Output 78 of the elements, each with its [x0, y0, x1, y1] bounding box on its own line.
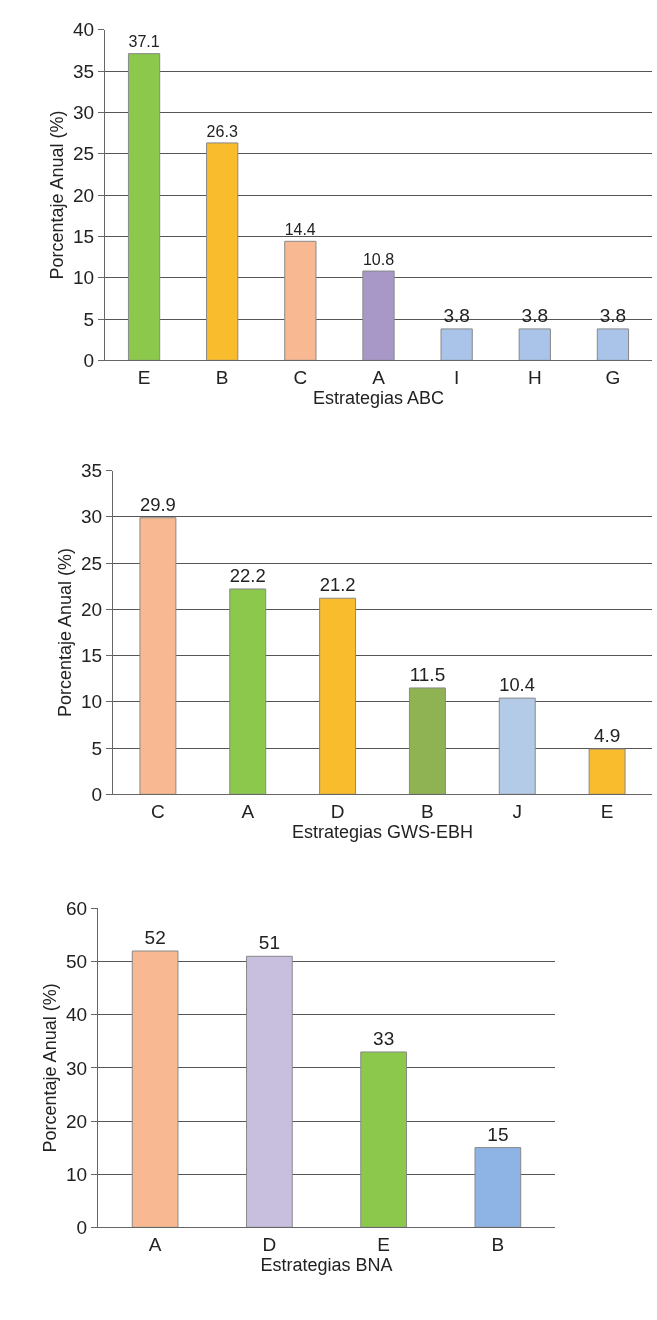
data-label: 21.2	[319, 574, 356, 596]
bar	[474, 1147, 522, 1228]
bar	[408, 687, 446, 795]
x-tick-label: C	[151, 801, 165, 823]
y-tick-label: 30	[66, 1057, 88, 1079]
y-tick-label: 5	[83, 308, 95, 330]
data-label: 37.1	[128, 32, 160, 51]
x-axis-title: Estrategias BNA	[260, 1255, 393, 1276]
x-tick-label: H	[527, 367, 542, 389]
data-label: 52	[144, 926, 166, 948]
x-tick-label: E	[377, 1234, 390, 1256]
data-label: 10.4	[499, 674, 535, 696]
bar	[440, 328, 473, 361]
y-tick-label: 10	[73, 267, 95, 289]
bar	[362, 270, 395, 361]
bar	[229, 588, 267, 795]
y-tick-label: 60	[66, 898, 88, 920]
data-label: 15	[487, 1123, 509, 1145]
x-tick-label: A	[372, 367, 386, 389]
y-tick-label: 20	[73, 184, 95, 206]
y-tick-label: 20	[81, 598, 103, 620]
data-label: 11.5	[409, 663, 446, 685]
y-tick-label: 0	[91, 783, 103, 805]
y-tick-label: 5	[91, 737, 103, 759]
bar	[518, 328, 551, 361]
bar	[139, 517, 177, 795]
data-label: 4.9	[593, 724, 621, 746]
bar	[131, 950, 179, 1228]
x-tick-label: B	[491, 1234, 505, 1256]
bar	[360, 1051, 407, 1228]
y-tick-label: 30	[81, 506, 103, 528]
y-tick-label: 0	[83, 349, 95, 371]
bar	[596, 328, 630, 361]
data-label: 51	[258, 932, 280, 954]
y-tick-label: 40	[66, 1004, 88, 1026]
bar	[588, 748, 626, 795]
y-tick-label: 50	[66, 951, 88, 973]
bar	[498, 697, 536, 795]
y-tick-label: 0	[76, 1216, 88, 1238]
y-tick-label: 30	[73, 101, 95, 123]
y-tick-label: 35	[81, 460, 103, 482]
x-tick-label: D	[262, 1234, 277, 1256]
x-tick-label: D	[330, 801, 345, 823]
y-tick-label: 10	[81, 691, 103, 713]
data-label: 26.3	[206, 121, 238, 140]
x-axis-title: Estrategias ABC	[312, 388, 445, 409]
bar	[284, 240, 317, 361]
y-tick-label: 15	[73, 225, 95, 247]
x-tick-label: A	[148, 1234, 162, 1256]
bar	[319, 597, 357, 795]
bar	[246, 955, 293, 1228]
y-axis-title: Porcentaje Anual (%)	[55, 547, 76, 717]
bar	[127, 53, 161, 361]
data-label: 14.4	[284, 220, 316, 238]
data-label: 10.8	[362, 249, 395, 268]
y-axis-title: Porcentaje Anual (%)	[47, 110, 68, 280]
y-tick-label: 20	[66, 1110, 88, 1132]
y-tick-label: 40	[73, 19, 95, 41]
x-axis-title: Estrategias GWS-EBH	[291, 822, 474, 843]
x-tick-label: G	[605, 367, 621, 389]
y-tick-label: 25	[73, 143, 95, 165]
data-label: 22.2	[229, 565, 266, 587]
y-tick-label: 10	[66, 1163, 88, 1185]
data-label: 33	[373, 1027, 395, 1049]
x-tick-label: B	[215, 367, 229, 389]
y-axis-title: Porcentaje Anual (%)	[40, 983, 61, 1153]
y-tick-label: 25	[81, 552, 103, 574]
bar	[206, 142, 239, 361]
y-tick-label: 15	[81, 645, 103, 667]
x-tick-label: E	[137, 367, 151, 389]
y-tick-label: 35	[73, 60, 95, 82]
x-tick-label: A	[241, 801, 255, 823]
x-tick-label: J	[512, 801, 522, 823]
x-tick-label: C	[293, 367, 308, 389]
x-tick-label: E	[600, 801, 614, 823]
data-label: 29.9	[139, 493, 176, 515]
x-tick-label: I	[454, 367, 460, 389]
x-tick-label: B	[421, 801, 434, 823]
